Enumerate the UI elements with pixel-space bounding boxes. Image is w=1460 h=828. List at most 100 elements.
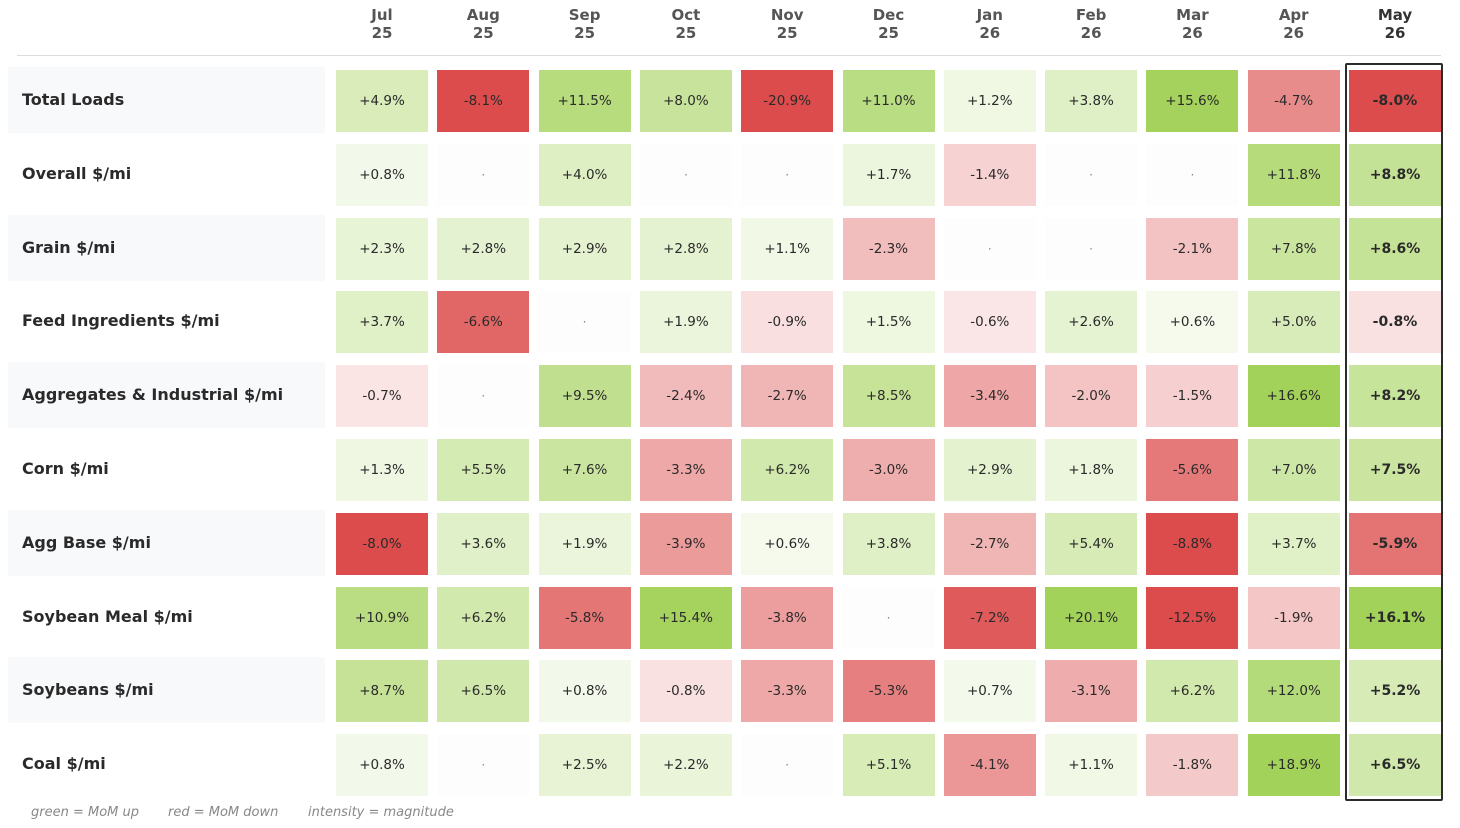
column-header-month: Feb (1075, 6, 1107, 24)
heatmap-cell: +11.5% (538, 70, 631, 132)
heatmap-cell: +6.2% (741, 439, 834, 501)
heatmap-cell: +4.9% (336, 70, 428, 132)
heatmap-cell: -3.1% (1045, 660, 1138, 723)
column-header-feb-26: Feb 26 (1045, 6, 1137, 42)
heatmap-cell: +3.7% (1247, 512, 1340, 575)
column-header-month: Oct (671, 6, 701, 24)
heatmap-cell: +2.9% (943, 439, 1036, 501)
heatmap-cell: -8.1% (437, 70, 530, 132)
heatmap-cell: +8.2% (1349, 365, 1441, 428)
legend-down: red = MoM down (168, 805, 279, 820)
heatmap-cell: +2.9% (538, 217, 631, 280)
heatmap-cell: +8.8% (1349, 143, 1441, 206)
column-header-mar-26: Mar 26 (1146, 6, 1238, 42)
heatmap-cell: -0.6% (943, 291, 1036, 354)
heatmap-cell: +0.8% (336, 734, 428, 797)
heatmap-cell: +16.1% (1349, 586, 1441, 649)
heatmap-cell: -1.9% (1247, 586, 1340, 649)
heatmap-cell: · (842, 586, 935, 649)
heatmap-cell: -5.3% (842, 660, 935, 723)
heatmap-cell: · (437, 143, 530, 206)
column-header-nov-25: Nov 25 (741, 6, 833, 42)
column-header-year: 25 (371, 24, 393, 42)
column-header-year: 25 (776, 24, 798, 42)
row-label: Aggregates & Industrial $/mi (22, 385, 284, 405)
row-band (8, 67, 325, 133)
heatmap-cell: +7.5% (1349, 439, 1441, 501)
row-label: Grain $/mi (22, 237, 116, 257)
heatmap-cell: -8.0% (1349, 70, 1441, 132)
heatmap-cell: +1.1% (741, 217, 834, 280)
column-header-month: Dec (872, 6, 905, 24)
legend-intensity: intensity = magnitude (308, 805, 454, 820)
column-header-jan-26: Jan 26 (944, 6, 1036, 42)
column-header-sep-25: Sep 25 (539, 6, 631, 42)
column-header-may-26: May 26 (1349, 6, 1441, 42)
heatmap-cell: +3.8% (1045, 70, 1138, 132)
heatmap-cell: -2.7% (741, 365, 834, 428)
heatmap-cell: -5.6% (1146, 439, 1239, 501)
row-label: Overall $/mi (22, 163, 132, 183)
row-band (8, 657, 325, 724)
heatmap-cell: -2.7% (943, 512, 1036, 575)
heatmap-cell: -2.0% (1045, 365, 1138, 428)
heatmap-cell: +6.5% (437, 660, 530, 723)
heatmap-cell: +1.8% (1045, 439, 1138, 501)
heatmap-cell: -4.7% (1247, 70, 1340, 132)
heatmap-cell: +0.8% (538, 660, 631, 723)
heatmap-cell: -0.7% (336, 365, 428, 428)
heatmap-cell: -3.4% (943, 365, 1036, 428)
heatmap-cell: -20.9% (741, 70, 834, 132)
heatmap-cell: -8.8% (1146, 512, 1239, 575)
column-header-year: 26 (1384, 24, 1406, 42)
row-label: Soybean Meal $/mi (22, 606, 193, 626)
heatmap-cell: +15.4% (639, 586, 732, 649)
heatmap-cell: -2.3% (842, 217, 935, 280)
column-header-year: 26 (979, 24, 1001, 42)
column-header-apr-26: Apr 26 (1248, 6, 1340, 42)
column-header-oct-25: Oct 25 (640, 6, 732, 42)
column-header-jul-25: Jul 25 (336, 6, 428, 42)
heatmap-cell: +5.1% (842, 734, 935, 797)
heatmap-cell: +7.8% (1247, 217, 1340, 280)
heatmap-cell: -4.1% (943, 734, 1036, 797)
heatmap-cell: +9.5% (538, 365, 631, 428)
heatmap-cell: +7.0% (1247, 439, 1340, 501)
column-header-year: 25 (472, 24, 494, 42)
heatmap-cell: +3.8% (842, 512, 935, 575)
heatmap-cell: +18.9% (1247, 734, 1340, 797)
column-header-year: 25 (878, 24, 899, 42)
heatmap-cell: +8.5% (842, 365, 935, 428)
heatmap-cell: +3.7% (336, 291, 428, 354)
column-header-month: Sep (568, 6, 601, 24)
column-header-month: Aug (466, 6, 500, 24)
heatmap-cell: -5.9% (1349, 512, 1441, 575)
heatmap-cell: +1.7% (842, 143, 935, 206)
heatmap-cell: · (538, 291, 631, 354)
heatmap-cell: · (639, 143, 732, 206)
row-band (8, 509, 325, 576)
row-label: Agg Base $/mi (22, 532, 151, 552)
heatmap-cell: -3.8% (741, 586, 834, 649)
heatmap-cell: +0.6% (1146, 291, 1239, 354)
heatmap-cell: +1.2% (943, 70, 1036, 132)
heatmap-cell: +1.9% (538, 512, 631, 575)
heatmap-cell: +6.2% (437, 586, 530, 649)
heatmap-cell: +5.5% (437, 439, 530, 501)
heatmap-cell: · (437, 734, 530, 797)
heatmap-cell: +2.6% (1045, 291, 1138, 354)
heatmap-cell: +10.9% (336, 586, 428, 649)
heatmap-cell: -5.8% (538, 586, 631, 649)
header-divider (17, 55, 1441, 56)
heatmap-cell: -6.6% (437, 291, 530, 354)
column-header-year: 25 (574, 24, 596, 42)
heatmap-cell: · (437, 365, 530, 428)
heatmap-cell: +1.5% (842, 291, 935, 354)
heatmap-cell: -0.8% (1349, 291, 1441, 354)
heatmap-cell: · (1146, 143, 1239, 206)
column-header-year: 26 (1080, 24, 1102, 42)
row-label: Soybeans $/mi (22, 680, 154, 700)
heatmap-cell: +2.8% (437, 217, 530, 280)
row-label: Total Loads (22, 90, 125, 109)
heatmap-cell: +2.5% (538, 734, 631, 797)
